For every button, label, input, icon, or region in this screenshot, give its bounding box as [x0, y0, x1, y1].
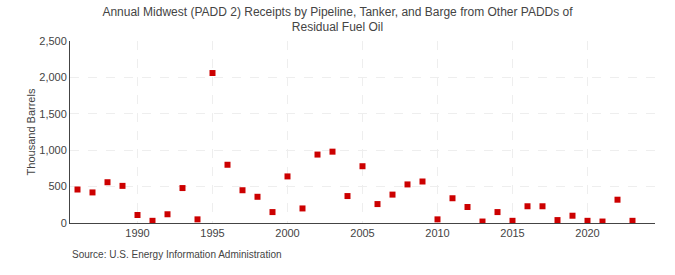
- svg-text:1990: 1990: [125, 227, 149, 239]
- svg-text:2010: 2010: [425, 227, 449, 239]
- svg-text:2020: 2020: [575, 227, 599, 239]
- svg-text:1,500: 1,500: [39, 108, 67, 120]
- svg-text:500: 500: [48, 180, 66, 192]
- svg-text:1995: 1995: [200, 227, 224, 239]
- svg-text:2000: 2000: [275, 227, 299, 239]
- svg-text:1,000: 1,000: [39, 144, 67, 156]
- svg-text:2,500: 2,500: [39, 35, 67, 47]
- svg-text:2015: 2015: [500, 227, 524, 239]
- svg-text:0: 0: [61, 217, 67, 229]
- svg-text:2005: 2005: [350, 227, 374, 239]
- svg-text:2,000: 2,000: [39, 71, 67, 83]
- svg-text:Thousand Barrels: Thousand Barrels: [25, 88, 37, 175]
- svg-text:Source: U.S. Energy Informatio: Source: U.S. Energy Information Administ…: [72, 249, 282, 260]
- svg-text:Annual Midwest (PADD 2) Receip: Annual Midwest (PADD 2) Receipts by Pipe…: [102, 5, 573, 35]
